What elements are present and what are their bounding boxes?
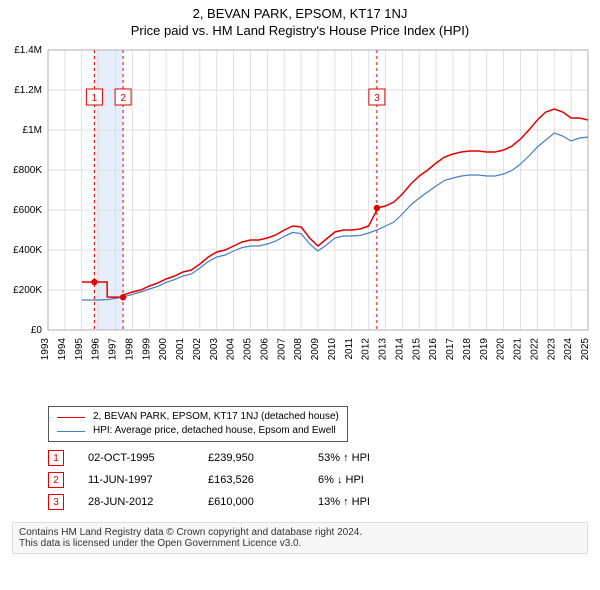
x-tick-label: 2015	[411, 338, 422, 361]
event-row-badge: 3	[48, 494, 64, 510]
x-tick-label: 2021	[513, 338, 524, 361]
x-tick-label: 1997	[108, 338, 119, 361]
sale-dot	[120, 294, 126, 300]
y-tick-label: £1.4M	[14, 45, 42, 56]
footer-line-1: Contains HM Land Registry data © Crown c…	[19, 527, 581, 538]
event-row-delta: 6% ↓ HPI	[318, 474, 364, 486]
x-tick-label: 2004	[226, 338, 237, 361]
x-tick-label: 2013	[378, 338, 389, 361]
x-tick-label: 1996	[91, 338, 102, 361]
y-tick-label: £400K	[13, 245, 42, 256]
y-tick-label: £1.2M	[14, 85, 42, 96]
legend-row: 2, BEVAN PARK, EPSOM, KT17 1NJ (detached…	[57, 410, 339, 424]
events-table: 1 02-OCT-1995£239,95053% ↑ HPI 2 11-JUN-199…	[48, 450, 588, 516]
x-tick-label: 2000	[158, 338, 169, 361]
x-tick-label: 2019	[479, 338, 490, 361]
event-row-delta: 13% ↑ HPI	[318, 496, 370, 508]
event-row-date: 28-JUN-2012	[88, 496, 208, 508]
legend-label: HPI: Average price, detached house, Epso…	[93, 424, 336, 438]
x-tick-label: 2016	[428, 338, 439, 361]
legend-box: 2, BEVAN PARK, EPSOM, KT17 1NJ (detached…	[48, 406, 348, 442]
x-tick-label: 2007	[276, 338, 287, 361]
x-tick-label: 1995	[74, 338, 85, 361]
event-row-delta: 53% ↑ HPI	[318, 452, 370, 464]
event-row-price: £610,000	[208, 496, 318, 508]
y-tick-label: £0	[31, 325, 43, 336]
event-row-price: £163,526	[208, 474, 318, 486]
title-line-1: 2, BEVAN PARK, EPSOM, KT17 1NJ	[8, 6, 592, 21]
y-tick-label: £800K	[13, 165, 42, 176]
x-tick-label: 2008	[293, 338, 304, 361]
event-row: 3 28-JUN-2012£610,00013% ↑ HPI	[48, 494, 588, 510]
x-tick-label: 2005	[243, 338, 254, 361]
x-tick-label: 2006	[259, 338, 270, 361]
x-tick-label: 2017	[445, 338, 456, 361]
x-tick-label: 1998	[124, 338, 135, 361]
chart-svg: £0 £200K £400K £600K £800K £1M £1.2M £1.4M 1993 1…	[0, 40, 600, 400]
x-tick-label: 2024	[563, 338, 574, 361]
x-tick-label: 2001	[175, 338, 186, 361]
y-tick-label: £600K	[13, 205, 42, 216]
x-tick-label: 2003	[209, 338, 220, 361]
footer-box: Contains HM Land Registry data © Crown c…	[12, 522, 588, 554]
event-row-badge: 1	[48, 450, 64, 466]
x-tick-label: 2014	[394, 338, 405, 361]
x-tick-label: 1994	[57, 338, 68, 361]
event-row: 1 02-OCT-1995£239,95053% ↑ HPI	[48, 450, 588, 466]
title-line-2: Price paid vs. HM Land Registry's House …	[8, 23, 592, 38]
footer-line-2: This data is licensed under the Open Gov…	[19, 538, 581, 549]
x-tick-label: 2020	[496, 338, 507, 361]
sale-dot	[91, 279, 97, 285]
y-tick-label: £1M	[23, 125, 42, 136]
x-tick-label: 2011	[344, 338, 355, 360]
event-badge-number: 2	[120, 93, 126, 104]
legend-swatch	[57, 417, 85, 418]
x-tick-label: 1993	[40, 338, 51, 361]
event-row-date: 11-JUN-1997	[88, 474, 208, 486]
x-tick-label: 2025	[580, 338, 591, 361]
x-tick-label: 2002	[192, 338, 203, 361]
sale-dot	[374, 205, 380, 211]
event-row: 2 11-JUN-1997£163,5266% ↓ HPI	[48, 472, 588, 488]
x-tick-label: 1999	[141, 338, 152, 361]
event-badge-number: 3	[374, 93, 380, 104]
event-row-price: £239,950	[208, 452, 318, 464]
event-badge-number: 1	[92, 93, 98, 104]
event-row-date: 02-OCT-1995	[88, 452, 208, 464]
x-tick-label: 2018	[462, 338, 473, 361]
event-row-badge: 2	[48, 472, 64, 488]
legend-swatch	[57, 431, 85, 432]
y-tick-label: £200K	[13, 285, 42, 296]
x-tick-label: 2012	[361, 338, 372, 361]
legend-label: 2, BEVAN PARK, EPSOM, KT17 1NJ (detached…	[93, 410, 339, 424]
x-tick-label: 2009	[310, 338, 321, 361]
legend-row: HPI: Average price, detached house, Epso…	[57, 424, 339, 438]
chart-titles: 2, BEVAN PARK, EPSOM, KT17 1NJ Price pai…	[0, 0, 600, 40]
x-tick-label: 2010	[327, 338, 338, 361]
chart-area: £0 £200K £400K £600K £800K £1M £1.2M £1.4M 1993 1…	[0, 40, 600, 400]
x-tick-label: 2022	[529, 338, 540, 361]
x-tick-label: 2023	[546, 338, 557, 361]
